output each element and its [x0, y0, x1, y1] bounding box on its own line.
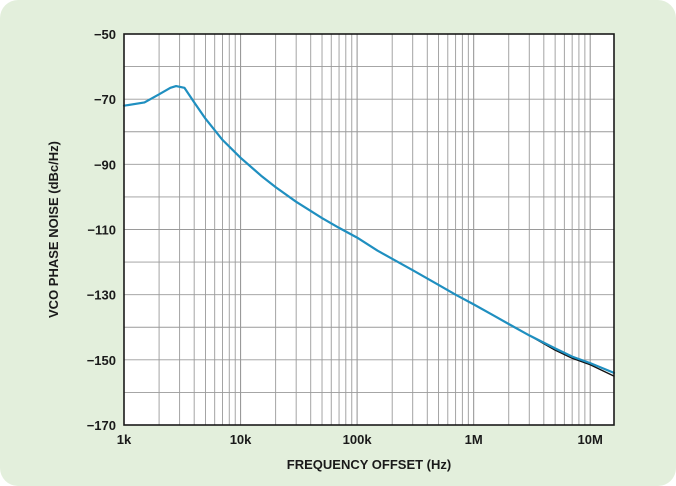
grid [124, 34, 614, 425]
series-layer [122, 85, 616, 377]
x-axis-label: FREQUENCY OFFSET (Hz) [287, 457, 451, 472]
y-tick-label: −90 [94, 157, 116, 172]
y-tick-label: −150 [87, 353, 116, 368]
x-tick-label: 1k [117, 432, 132, 447]
x-tick-label: 100k [343, 432, 373, 447]
y-tick-label: −170 [87, 418, 116, 433]
series-simulated [122, 85, 616, 374]
y-axis-label: VCO PHASE NOISE (dBc/Hz) [46, 141, 61, 318]
x-tick-label: 10M [578, 432, 603, 447]
x-tick-label: 1M [465, 432, 483, 447]
y-tick-label: −50 [94, 27, 116, 42]
y-tick-label: −110 [87, 223, 116, 238]
y-tick-label: −70 [94, 92, 116, 107]
x-tick-label: 10k [230, 432, 252, 447]
plot-frame [123, 33, 615, 426]
y-tick-label: −130 [87, 288, 116, 303]
